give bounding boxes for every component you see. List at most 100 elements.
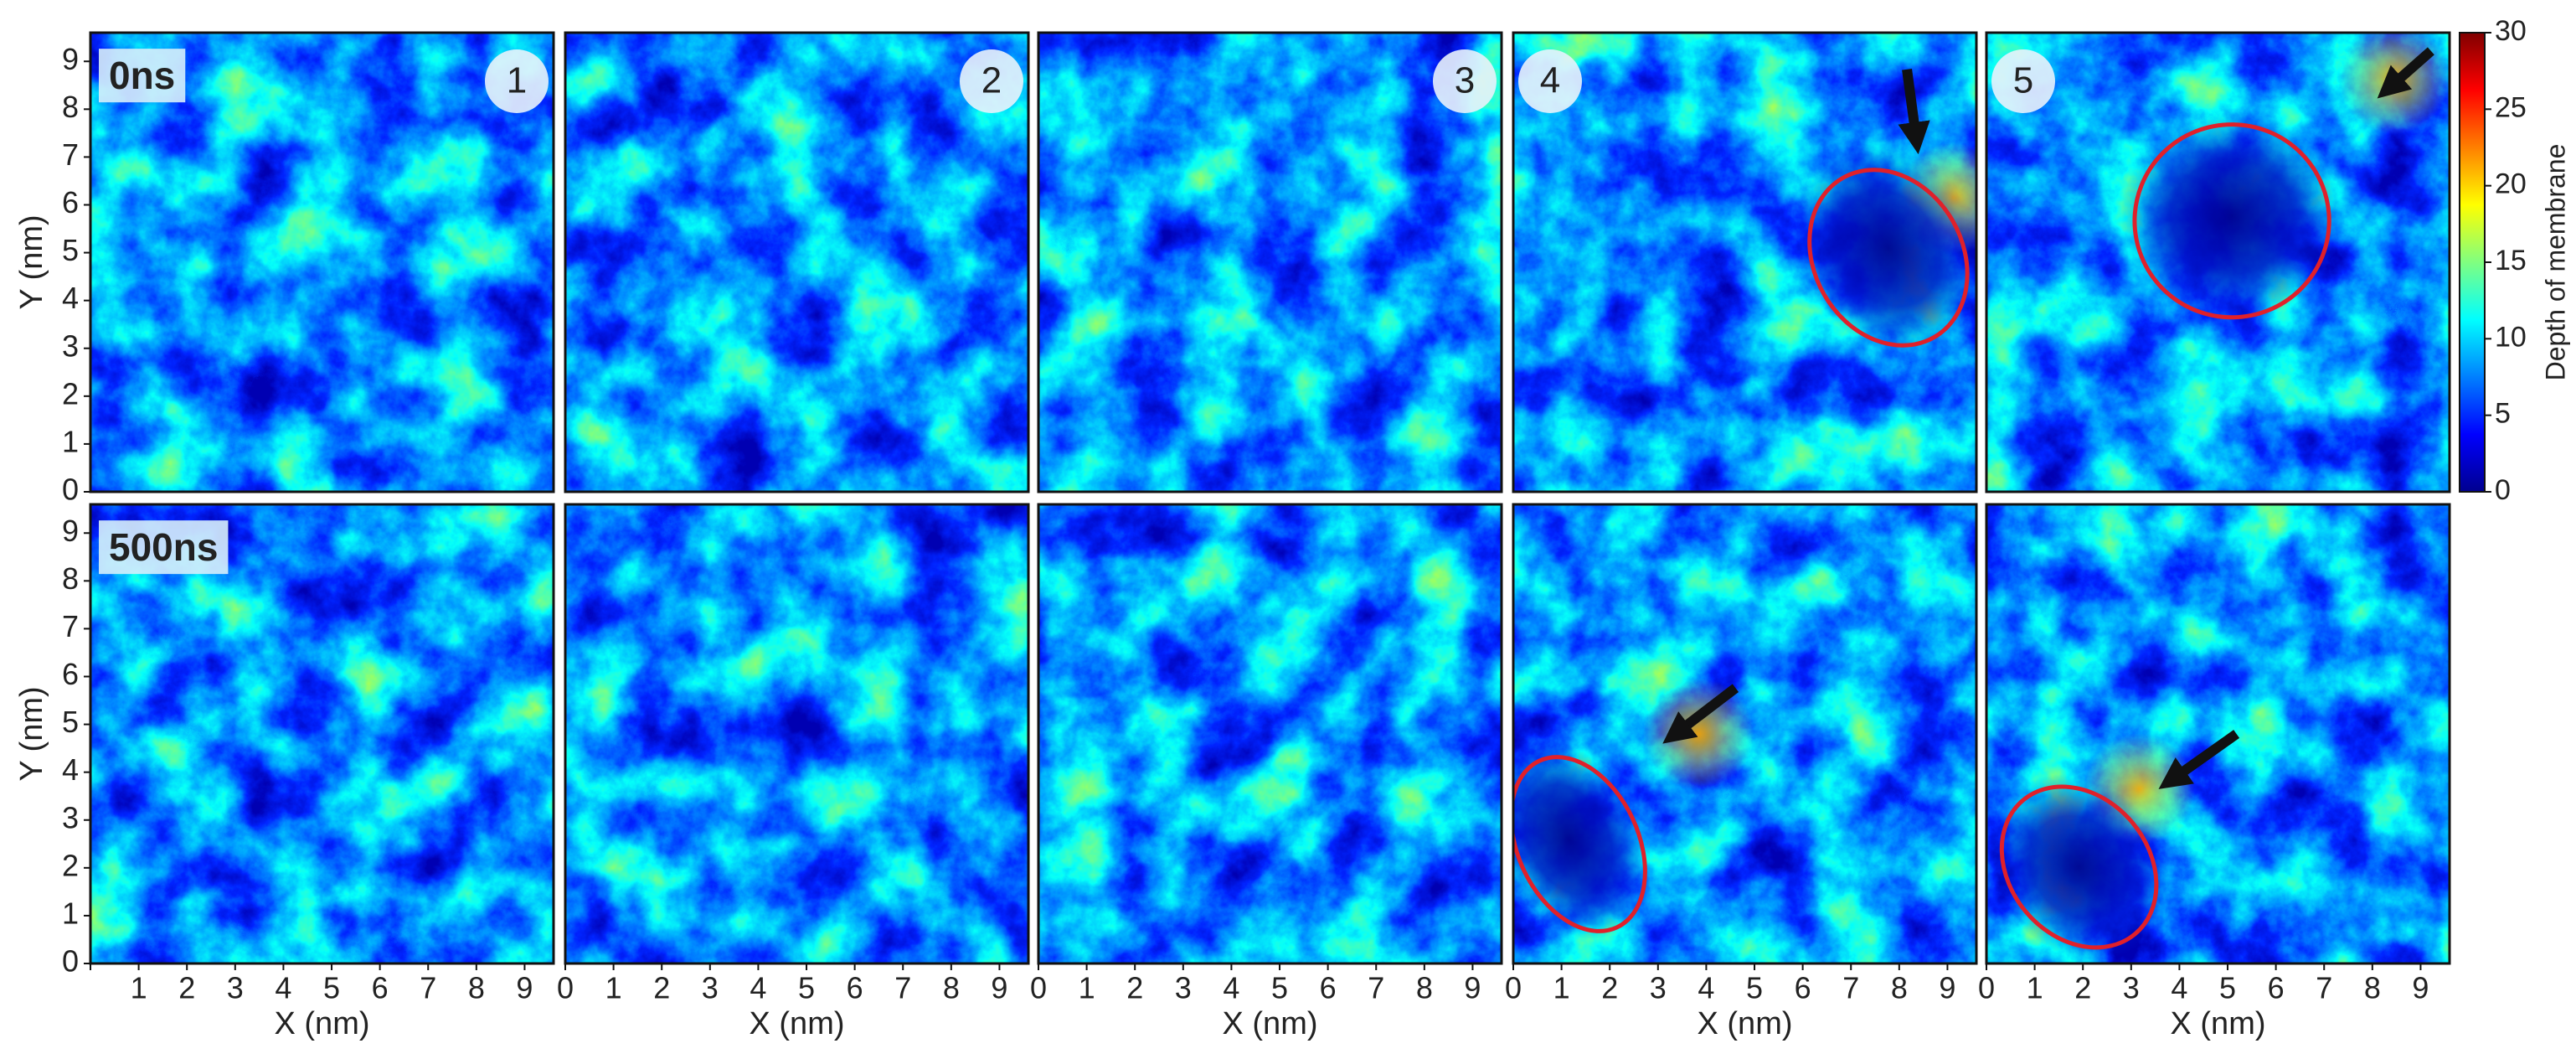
panel-number: 4 (1540, 60, 1560, 101)
x-tick-label: 9 (2412, 971, 2429, 1005)
x-tick-label: 4 (275, 971, 291, 1005)
x-tick-label: 1 (131, 971, 147, 1005)
row-label: 500ns (109, 525, 218, 569)
arrow (1898, 69, 1930, 155)
panel-border (1985, 31, 2451, 493)
panel-number: 2 (981, 60, 1002, 101)
heatmap (565, 33, 1028, 492)
y-tick-label: 2 (62, 848, 79, 882)
x-tick-label: 6 (1795, 971, 1811, 1005)
y-axis-label: Y (nm) (14, 686, 49, 781)
y-tick-label: 4 (62, 281, 79, 315)
panel-number-badge (960, 49, 1023, 113)
y-tick-label: 9 (62, 42, 79, 76)
x-tick-label: 4 (2171, 971, 2187, 1005)
x-tick-label: 1 (1553, 971, 1570, 1005)
colorbar (2459, 32, 2486, 493)
panel-border (564, 503, 1030, 965)
x-tick-label: 6 (847, 971, 863, 1005)
highlight-ellipse (2132, 122, 2331, 320)
x-tick-label: 8 (1416, 971, 1433, 1005)
x-tick-label: 8 (943, 971, 960, 1005)
y-tick-label: 4 (62, 752, 79, 787)
heatmap (90, 504, 554, 963)
x-tick-label: 8 (468, 971, 485, 1005)
y-tick-label: 8 (62, 561, 79, 596)
panel-border (1512, 503, 1978, 965)
x-tick-label: 0 (1978, 971, 1995, 1005)
arrow (1662, 684, 1739, 744)
panel-border (1037, 503, 1503, 965)
x-tick-label: 7 (420, 971, 436, 1005)
x-tick-label: 3 (702, 971, 719, 1005)
colorbar-tick-label: 10 (2495, 321, 2527, 353)
heatmap (565, 504, 1028, 963)
y-tick-label: 5 (62, 233, 79, 267)
x-tick-label: 2 (1126, 971, 1143, 1005)
panel-number-badge (1991, 49, 2055, 113)
panel-border (1512, 31, 1978, 493)
x-tick-label: 1 (2027, 971, 2043, 1005)
x-tick-label: 7 (2316, 971, 2332, 1005)
x-tick-label: 5 (2219, 971, 2236, 1005)
colorbar-tick-label: 5 (2495, 398, 2511, 430)
heatmap-panel (565, 33, 1028, 492)
x-tick-label: 2 (178, 971, 195, 1005)
heatmap-panel (1513, 504, 1976, 963)
x-tick-label: 2 (1601, 971, 1618, 1005)
panel-number-badge (1433, 49, 1497, 113)
low-depth-region (1988, 773, 2170, 960)
colorbar-tick-label: 0 (2495, 474, 2511, 506)
x-tick-label: 9 (991, 971, 1007, 1005)
heatmap (1038, 33, 1502, 492)
heatmap-panel (1986, 504, 2450, 963)
x-tick-label: 5 (323, 971, 340, 1005)
y-tick-label: 7 (62, 137, 79, 172)
hot-spot (1642, 678, 1754, 790)
colorbar-label: Depth of membrane (2540, 144, 2570, 381)
y-tick-label: 7 (62, 609, 79, 643)
y-tick-label: 1 (62, 896, 79, 930)
colorbar-tick-label: 20 (2495, 168, 2527, 200)
x-tick-label: 1 (605, 971, 622, 1005)
y-tick-label: 8 (62, 90, 79, 124)
x-axis-label: X (nm) (750, 1006, 845, 1041)
x-tick-label: 3 (1650, 971, 1667, 1005)
x-tick-label: 8 (2364, 971, 2381, 1005)
x-tick-label: 7 (894, 971, 911, 1005)
y-tick-label: 2 (62, 376, 79, 411)
x-tick-label: 5 (1271, 971, 1288, 1005)
row-label: 0ns (109, 54, 175, 97)
x-tick-label: 8 (1891, 971, 1908, 1005)
x-tick-label: 4 (1223, 971, 1239, 1005)
x-tick-label: 3 (1175, 971, 1192, 1005)
y-tick-label: 6 (62, 657, 79, 691)
x-tick-label: 9 (1464, 971, 1481, 1005)
arrow (2377, 47, 2434, 99)
panel-number: 3 (1455, 60, 1475, 101)
panel-number: 5 (2013, 60, 2033, 101)
x-tick-label: 9 (1939, 971, 1955, 1005)
x-axis-label: X (nm) (1223, 1006, 1318, 1041)
x-tick-label: 3 (2123, 971, 2140, 1005)
panel-border (1037, 31, 1503, 493)
y-tick-label: 0 (62, 473, 79, 507)
heatmap-panel (1986, 33, 2450, 492)
panel-border (89, 503, 555, 965)
panel-border (89, 31, 555, 493)
colorbar-tick-label: 25 (2495, 91, 2527, 123)
heatmap-panel (565, 504, 1028, 963)
x-axis-label: X (nm) (1698, 1006, 1793, 1041)
highlight-ellipse (1513, 755, 1647, 933)
heatmap-panel (1038, 33, 1502, 492)
heatmap-panel (90, 504, 554, 963)
panel-border (564, 31, 1030, 493)
x-tick-label: 7 (1842, 971, 1859, 1005)
x-axis-label: X (nm) (2171, 1006, 2266, 1041)
x-tick-label: 6 (372, 971, 389, 1005)
y-tick-label: 9 (62, 514, 79, 548)
heatmap (1038, 504, 1502, 963)
heatmap (90, 33, 554, 492)
heatmap-panel (1038, 504, 1502, 963)
